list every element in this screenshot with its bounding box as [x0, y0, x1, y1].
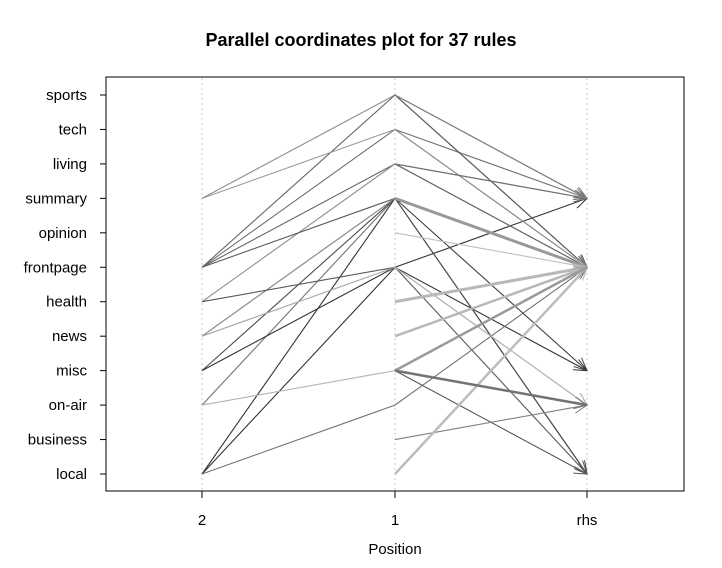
x-axis-ticks: 2 1 rhs	[198, 491, 598, 529]
rule-line-2	[201, 94, 587, 268]
chart-title: Parallel coordinates plot for 37 rules	[205, 30, 516, 50]
y-tick-label-frontpage: frontpage	[24, 259, 87, 276]
single-item-rule-11	[394, 405, 587, 441]
strong-rule-6	[394, 369, 587, 405]
strong-rule-3	[394, 267, 587, 338]
strong-rule-5	[394, 266, 587, 372]
x-tick-label-1: 1	[391, 512, 399, 529]
x-tick-label-rhs: rhs	[577, 512, 598, 529]
y-tick-label-tech: tech	[59, 121, 87, 138]
y-tick-label-summary: summary	[25, 190, 87, 207]
strong-rule-2	[394, 267, 587, 304]
strong-rule-1	[394, 196, 587, 267]
y-tick-label-living: living	[53, 156, 87, 173]
rule-lines	[201, 94, 588, 475]
single-item-rule-15	[394, 94, 587, 198]
y-tick-label-misc: misc	[56, 363, 87, 380]
y-tick-label-opinion: opinion	[39, 225, 87, 242]
strong-rule-4	[394, 267, 588, 475]
x-axis-label: Position	[368, 541, 421, 558]
y-axis-ticks: sports tech living summary opinion frontpage h…	[24, 87, 106, 483]
single-item-rule-14	[394, 266, 587, 405]
rule-line-1	[201, 94, 587, 267]
y-tick-label-sports: sports	[46, 87, 87, 104]
y-tick-label-health: health	[46, 294, 87, 311]
single-item-rule-3	[394, 163, 587, 267]
y-tick-label-on-air: on-air	[49, 397, 87, 414]
y-tick-label-business: business	[28, 432, 87, 449]
y-tick-label-news: news	[52, 328, 87, 345]
axis-gridlines	[201, 78, 588, 490]
single-item-rule-6	[394, 232, 587, 267]
single-item-rule-2	[394, 129, 587, 267]
y-tick-label-local: local	[56, 466, 87, 483]
single-item-rule-13	[394, 163, 587, 198]
x-tick-label-2: 2	[198, 512, 206, 529]
